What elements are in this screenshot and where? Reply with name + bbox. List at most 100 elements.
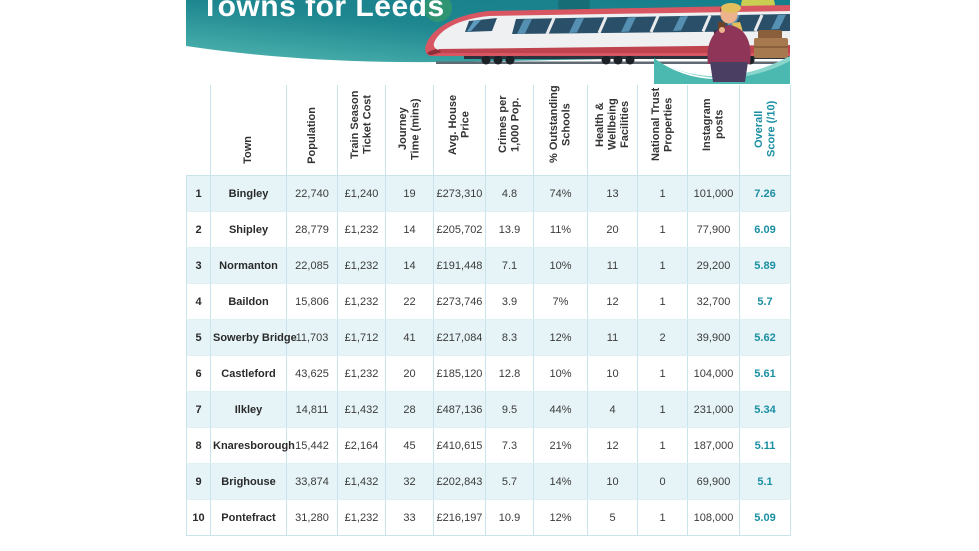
cell-crimes: 9.5 bbox=[485, 391, 534, 428]
cell-score: 5.1 bbox=[739, 463, 791, 500]
cell-health: 11 bbox=[587, 319, 638, 356]
column-header-label: Town bbox=[242, 136, 255, 164]
cell-town: Shipley bbox=[210, 211, 287, 248]
cell-journey: 28 bbox=[385, 391, 434, 428]
cell-rank: 9 bbox=[186, 463, 211, 500]
cell-crimes: 7.1 bbox=[485, 247, 534, 284]
cell-rank: 5 bbox=[186, 319, 211, 356]
commuter-towns-table: Town Population Train Season Ticket Cost… bbox=[186, 85, 791, 536]
table-row: 5 Sowerby Bridge 11,703 £1,712 41 £217,084 8.3… bbox=[186, 319, 791, 356]
column-header-population: Population bbox=[286, 85, 338, 176]
train-icon bbox=[425, 5, 790, 65]
cell-ticket: £1,712 bbox=[337, 319, 386, 356]
cell-instagram: 231,000 bbox=[687, 391, 740, 428]
cell-score: 5.7 bbox=[739, 283, 791, 320]
cell-population: 11,703 bbox=[286, 319, 338, 356]
table-row: 6 Castleford 43,625 £1,232 20 £185,120 12.8 10%… bbox=[186, 355, 791, 392]
cell-town: Pontefract bbox=[210, 499, 287, 536]
column-header-schools: % Outstanding Schools bbox=[533, 85, 588, 176]
column-header-label: Train Season Ticket Cost bbox=[349, 90, 374, 159]
cell-health: 13 bbox=[587, 175, 638, 212]
cell-schools: 44% bbox=[533, 391, 588, 428]
cell-health: 4 bbox=[587, 391, 638, 428]
column-header-label: Crimes per 1,000 Pop. bbox=[497, 95, 522, 154]
hero-banner: Towns for Leeds bbox=[186, 0, 790, 84]
cell-house: £205,702 bbox=[433, 211, 486, 248]
cell-instagram: 108,000 bbox=[687, 499, 740, 536]
cell-journey: 22 bbox=[385, 283, 434, 320]
luggage-icon bbox=[754, 30, 788, 58]
cell-schools: 12% bbox=[533, 319, 588, 356]
cell-rank: 4 bbox=[186, 283, 211, 320]
cell-journey: 45 bbox=[385, 427, 434, 464]
cell-crimes: 13.9 bbox=[485, 211, 534, 248]
cell-instagram: 77,900 bbox=[687, 211, 740, 248]
cell-health: 11 bbox=[587, 247, 638, 284]
cell-ticket: £1,232 bbox=[337, 247, 386, 284]
cell-population: 31,280 bbox=[286, 499, 338, 536]
cell-score: 5.89 bbox=[739, 247, 791, 284]
column-header-label: Health & Wellbeing Facilities bbox=[593, 98, 631, 151]
cell-trust: 1 bbox=[637, 391, 688, 428]
cell-trust: 1 bbox=[637, 175, 688, 212]
cell-town: Knaresborough bbox=[210, 427, 295, 464]
cell-population: 22,085 bbox=[286, 247, 338, 284]
column-header-health: Health & Wellbeing Facilities bbox=[587, 85, 638, 176]
cell-population: 33,874 bbox=[286, 463, 338, 500]
cell-instagram: 187,000 bbox=[687, 427, 740, 464]
table-row: 9 Brighouse 33,874 £1,432 32 £202,843 5.7 14% 10… bbox=[186, 463, 791, 500]
cell-score: 5.62 bbox=[739, 319, 791, 356]
cell-schools: 12% bbox=[533, 499, 588, 536]
column-header-journey-time: Journey Time (mins) bbox=[385, 85, 434, 176]
cell-journey: 33 bbox=[385, 499, 434, 536]
cell-instagram: 29,200 bbox=[687, 247, 740, 284]
cell-town: Normanton bbox=[210, 247, 287, 284]
cell-population: 15,442 bbox=[286, 427, 338, 464]
cell-house: £273,310 bbox=[433, 175, 486, 212]
cell-town: Sowerby Bridge bbox=[210, 319, 297, 356]
cell-trust: 1 bbox=[637, 283, 688, 320]
cell-ticket: £1,232 bbox=[337, 499, 386, 536]
table-row: 7 Ilkley 14,811 £1,432 28 £487,136 9.5 44% 4 1 231… bbox=[186, 391, 791, 428]
cell-health: 20 bbox=[587, 211, 638, 248]
column-header-rank bbox=[186, 85, 211, 176]
cell-crimes: 10.9 bbox=[485, 499, 534, 536]
cell-town: Brighouse bbox=[210, 463, 287, 500]
cell-ticket: £1,432 bbox=[337, 391, 386, 428]
traveler-icon bbox=[707, 3, 751, 82]
cell-town: Ilkley bbox=[210, 391, 287, 428]
cell-ticket: £1,240 bbox=[337, 175, 386, 212]
cell-house: £273,746 bbox=[433, 283, 486, 320]
cell-town: Bingley bbox=[210, 175, 287, 212]
cell-population: 28,779 bbox=[286, 211, 338, 248]
cell-crimes: 5.7 bbox=[485, 463, 534, 500]
page-title: Towns for Leeds bbox=[201, 0, 445, 23]
cell-trust: 2 bbox=[637, 319, 688, 356]
table-row: 1 Bingley 22,740 £1,240 19 £273,310 4.8 74% 13 1 1… bbox=[186, 175, 791, 212]
cell-ticket: £1,232 bbox=[337, 355, 386, 392]
cell-score: 7.26 bbox=[739, 175, 791, 212]
cell-town: Baildon bbox=[210, 283, 287, 320]
cell-rank: 6 bbox=[186, 355, 211, 392]
cell-instagram: 32,700 bbox=[687, 283, 740, 320]
cell-house: £185,120 bbox=[433, 355, 486, 392]
cell-journey: 32 bbox=[385, 463, 434, 500]
column-header-instagram: Instagram posts bbox=[687, 85, 740, 176]
cell-ticket: £1,232 bbox=[337, 283, 386, 320]
table-row: 10 Pontefract 31,280 £1,232 33 £216,197 10.9 12… bbox=[186, 499, 791, 536]
content-area: Towns for Leeds Town Population Train Se… bbox=[186, 0, 791, 536]
cell-health: 12 bbox=[587, 283, 638, 320]
cell-trust: 1 bbox=[637, 355, 688, 392]
cell-trust: 0 bbox=[637, 463, 688, 500]
column-header-ticket-cost: Train Season Ticket Cost bbox=[337, 85, 386, 176]
cell-population: 14,811 bbox=[286, 391, 338, 428]
cell-population: 22,740 bbox=[286, 175, 338, 212]
table-row: 4 Baildon 15,806 £1,232 22 £273,746 3.9 7% 12 1 32… bbox=[186, 283, 791, 320]
cell-score: 5.34 bbox=[739, 391, 791, 428]
cell-schools: 11% bbox=[533, 211, 588, 248]
column-header-crimes: Crimes per 1,000 Pop. bbox=[485, 85, 534, 176]
cell-ticket: £1,432 bbox=[337, 463, 386, 500]
cell-house: £410,615 bbox=[433, 427, 486, 464]
train-illustration bbox=[186, 0, 790, 84]
